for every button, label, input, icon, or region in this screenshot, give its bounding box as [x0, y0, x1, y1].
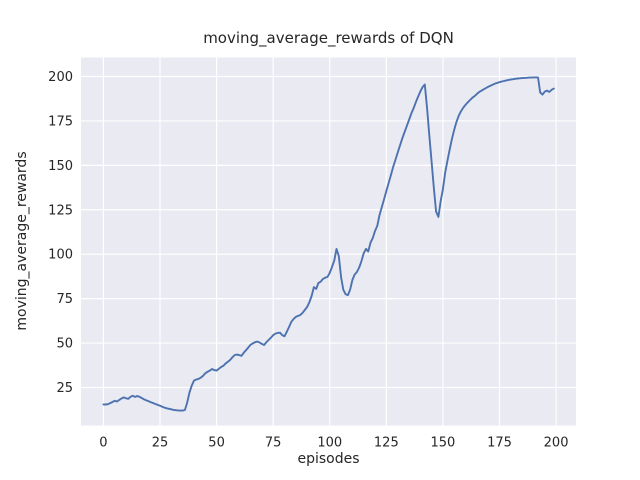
chart-title: moving_average_rewards of DQN [203, 29, 454, 47]
y-tick-label: 175 [48, 114, 73, 129]
x-tick-label: 25 [152, 436, 169, 451]
x-tick-label: 150 [430, 436, 455, 451]
series-line [102, 76, 555, 412]
x-tick-label: 100 [317, 436, 342, 451]
y-tick-label: 100 [48, 248, 73, 263]
x-axis-label: episodes [297, 451, 360, 467]
y-tick-label: 25 [56, 381, 73, 396]
y-tick-label: 50 [56, 337, 73, 352]
x-tick-label: 0 [99, 436, 107, 451]
y-tick-label: 75 [56, 292, 73, 307]
x-tick-label: 125 [374, 436, 399, 451]
x-tick-label: 75 [265, 436, 282, 451]
x-tick-label: 50 [208, 436, 225, 451]
plot-area [81, 57, 576, 426]
x-tick-label: 175 [487, 436, 512, 451]
y-tick-label: 125 [48, 203, 73, 218]
y-axis-label: moving_average_rewards [14, 151, 30, 331]
y-tick-label: 200 [48, 70, 73, 85]
y-tick-label: 150 [48, 159, 73, 174]
x-tick-label: 200 [544, 436, 569, 451]
